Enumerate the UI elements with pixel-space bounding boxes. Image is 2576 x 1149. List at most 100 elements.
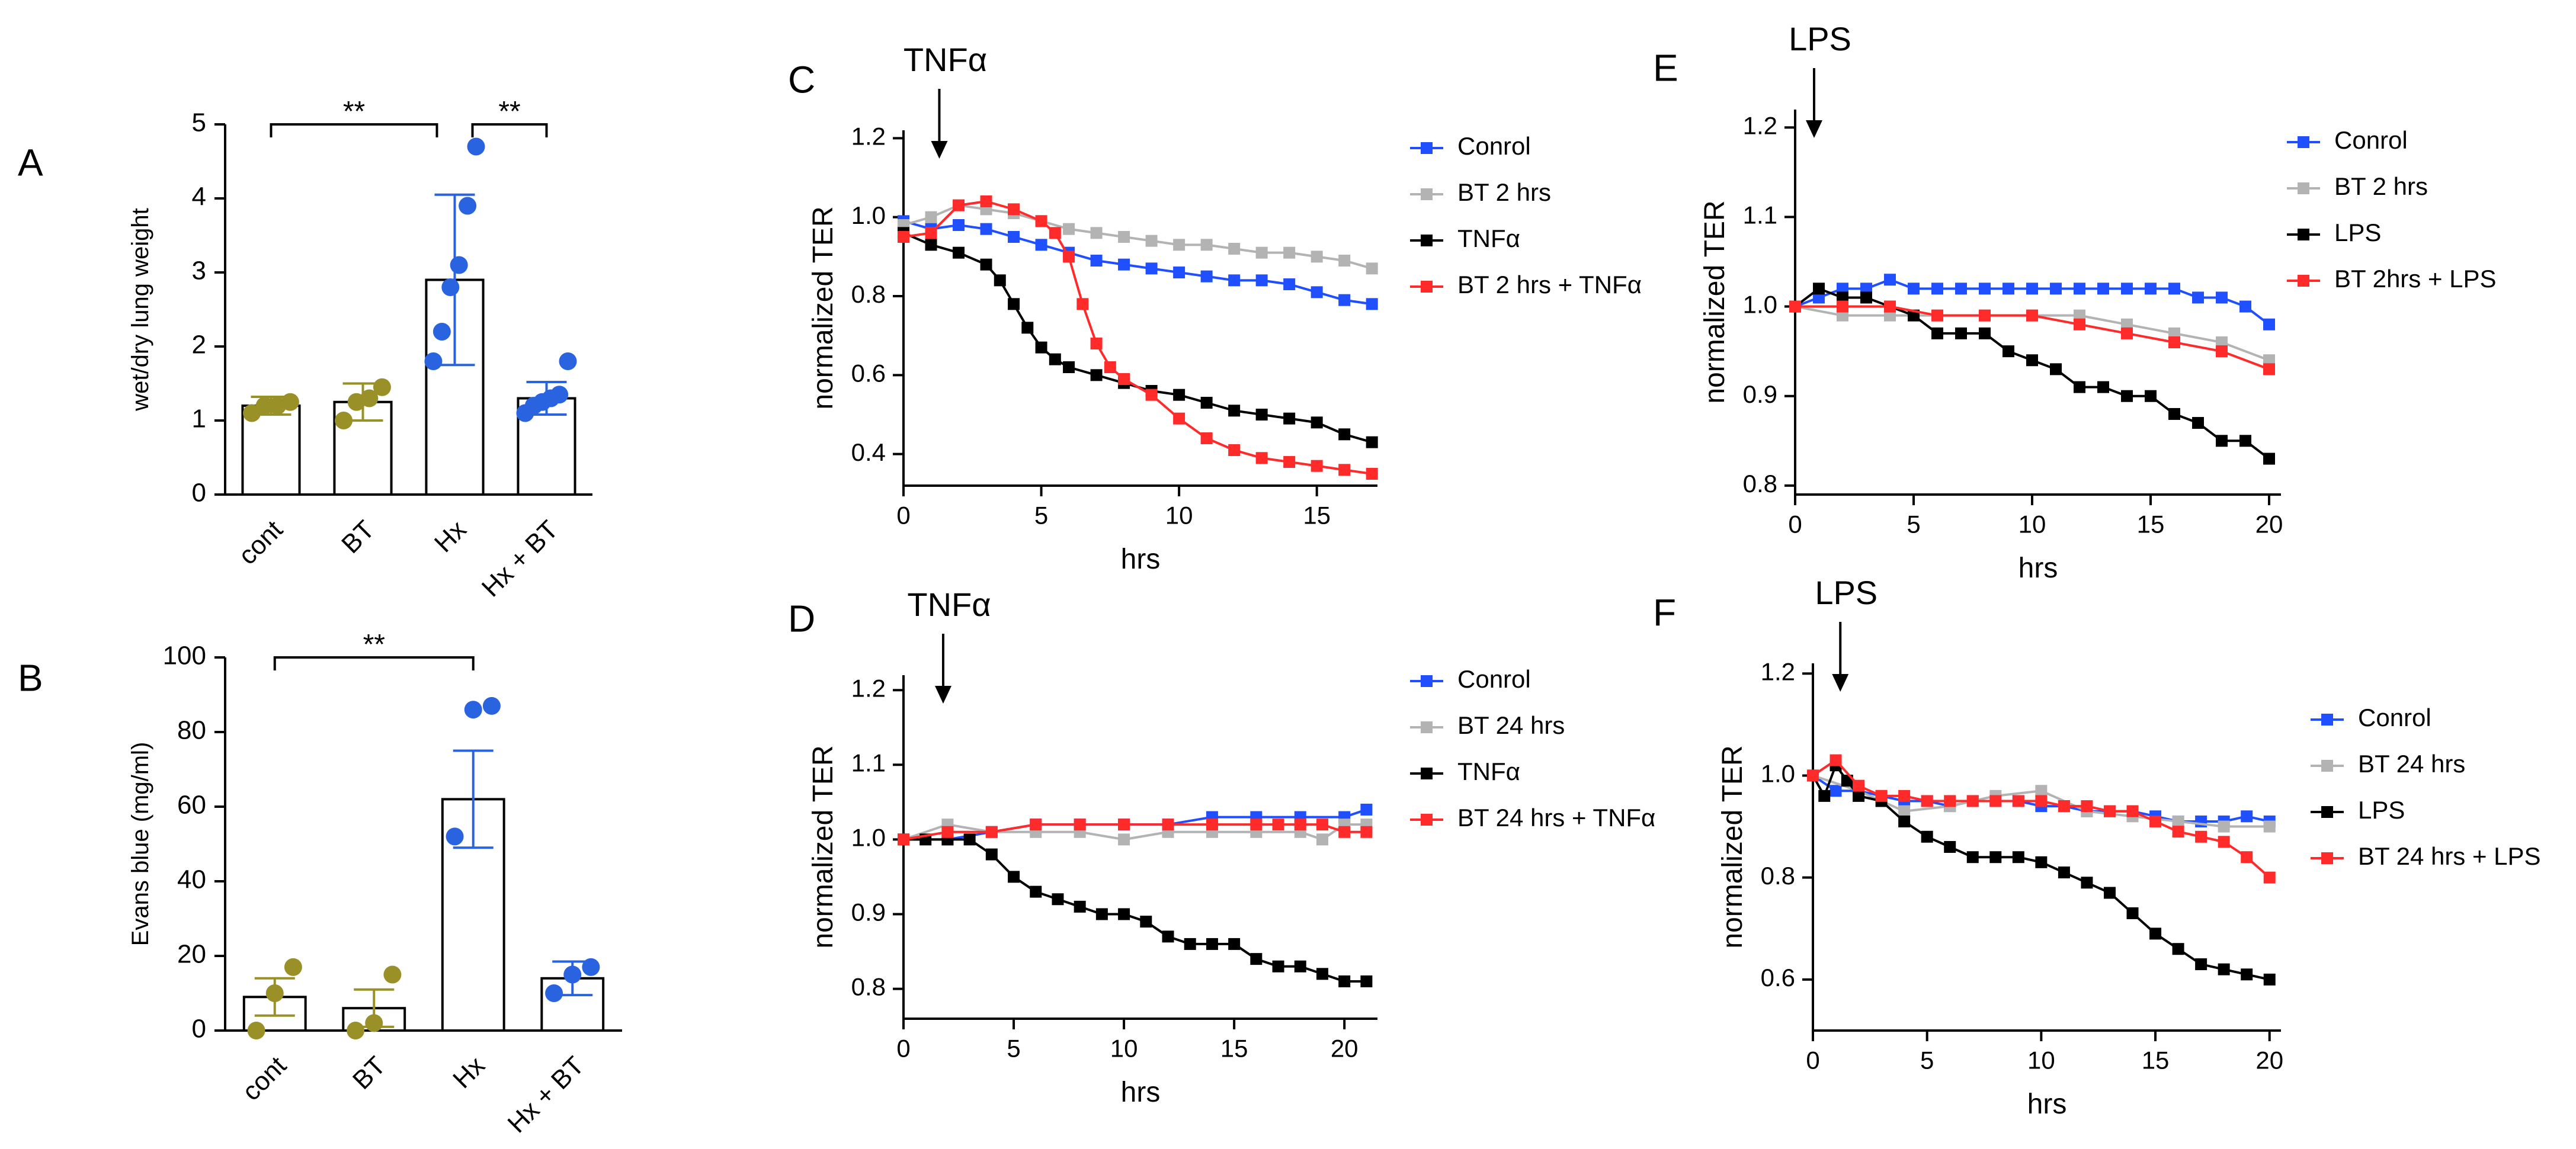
data-point [1338, 975, 1351, 987]
data-point [1008, 203, 1020, 216]
data-point [2097, 381, 2109, 393]
data-point [980, 258, 992, 271]
y-tick-label: 80 [177, 716, 206, 745]
data-point [1931, 327, 1943, 339]
data-point [347, 1022, 365, 1039]
data-point [482, 697, 501, 715]
data-point [1931, 283, 1943, 295]
data-point [255, 397, 274, 415]
arrow-label: TNFα [903, 41, 987, 78]
data-point [1294, 960, 1306, 973]
data-point [1173, 389, 1186, 401]
data-point [2218, 820, 2230, 833]
legend-marker [2321, 806, 2333, 818]
data-point [2121, 318, 2133, 330]
data-point [2026, 309, 2038, 322]
x-tick-label: BT [347, 1051, 391, 1095]
x-tick-label: BT [336, 515, 380, 559]
significance-label: ** [343, 96, 365, 127]
panel-letter-b: B [18, 656, 43, 699]
data-point [1283, 456, 1296, 468]
data-point [1789, 300, 1801, 313]
legend-marker [2321, 852, 2333, 864]
data-point [2081, 877, 2093, 889]
data-point [1074, 819, 1086, 831]
data-point [1173, 239, 1186, 251]
x-tick-label: Hx + BT [476, 515, 564, 602]
data-point [1228, 938, 1241, 950]
data-point [1140, 916, 1152, 928]
data-point [1118, 819, 1130, 831]
data-point [1979, 327, 1991, 339]
x-tick-label: 5 [1907, 510, 1920, 538]
data-point [1090, 227, 1103, 239]
data-point [1200, 239, 1213, 251]
legend-label: BT 24 hrs + LPS [2358, 842, 2541, 870]
data-point [1250, 819, 1263, 831]
data-point [2172, 815, 2184, 827]
x-tick-label: 15 [2137, 510, 2165, 538]
data-point [1955, 327, 1967, 339]
y-tick-label: 5 [192, 108, 206, 137]
data-point [1272, 960, 1284, 973]
data-point [1049, 353, 1061, 365]
data-point [1255, 409, 1268, 421]
x-tick-label: 5 [1920, 1046, 1934, 1074]
data-point [2168, 283, 2180, 295]
data-point [360, 389, 379, 407]
data-point [424, 352, 443, 370]
y-tick-label: 1.1 [1743, 201, 1777, 229]
data-point [2121, 390, 2133, 402]
data-point [1366, 298, 1378, 310]
y-tick-label: 1.2 [1761, 657, 1795, 685]
data-point [2121, 283, 2133, 295]
y-tick-label: 0.8 [1743, 470, 1777, 498]
data-point [1338, 826, 1351, 838]
data-point [1338, 255, 1351, 267]
y-tick-label: 1.1 [851, 749, 886, 776]
legend-label: Conrol [2334, 126, 2408, 154]
data-point [1008, 231, 1020, 243]
legend-label: BT 2 hrs + TNFα [1457, 271, 1642, 299]
data-point [1875, 789, 1888, 802]
data-point [925, 227, 937, 239]
data-point [1860, 283, 1872, 295]
data-point [545, 984, 563, 1002]
y-tick-label: 0.6 [851, 359, 886, 387]
data-point [1200, 432, 1213, 444]
data-point [1118, 833, 1130, 846]
y-axis-label: wet/dry lung weight [127, 208, 153, 411]
data-point [2172, 943, 2184, 955]
data-point [1200, 270, 1213, 283]
data-point [1884, 300, 1896, 313]
arrow-head [931, 141, 948, 159]
data-point [446, 827, 464, 846]
data-point [2263, 820, 2276, 833]
data-point [1955, 283, 1967, 295]
data-point [1818, 789, 1831, 802]
data-point [247, 1022, 265, 1039]
data-point [1052, 893, 1064, 906]
data-point [2103, 805, 2116, 817]
arrow-label: TNFα [907, 586, 991, 623]
legend-marker [2298, 182, 2309, 194]
x-tick-label: Hx [447, 1051, 491, 1094]
data-point [1807, 769, 1819, 782]
data-point [1944, 795, 1956, 807]
x-tick-label: 10 [1110, 1034, 1138, 1062]
data-point [2050, 283, 2062, 295]
data-point [2192, 291, 2204, 304]
data-point [1173, 412, 1186, 425]
data-point [1338, 464, 1351, 476]
data-point [1360, 975, 1373, 987]
data-point [2126, 907, 2139, 919]
y-tick-label: 0.8 [851, 973, 886, 1001]
data-point [1898, 789, 1911, 802]
data-point [1118, 231, 1130, 243]
data-point [2216, 435, 2228, 447]
data-point [1853, 789, 1865, 802]
panel-b: B 0 20 40 60 80 100 Evans blue (mg/ml) cont BT Hx H… [18, 629, 622, 1138]
data-point [1228, 274, 1241, 287]
data-point [2026, 354, 2038, 367]
significance-bracket [471, 123, 548, 137]
